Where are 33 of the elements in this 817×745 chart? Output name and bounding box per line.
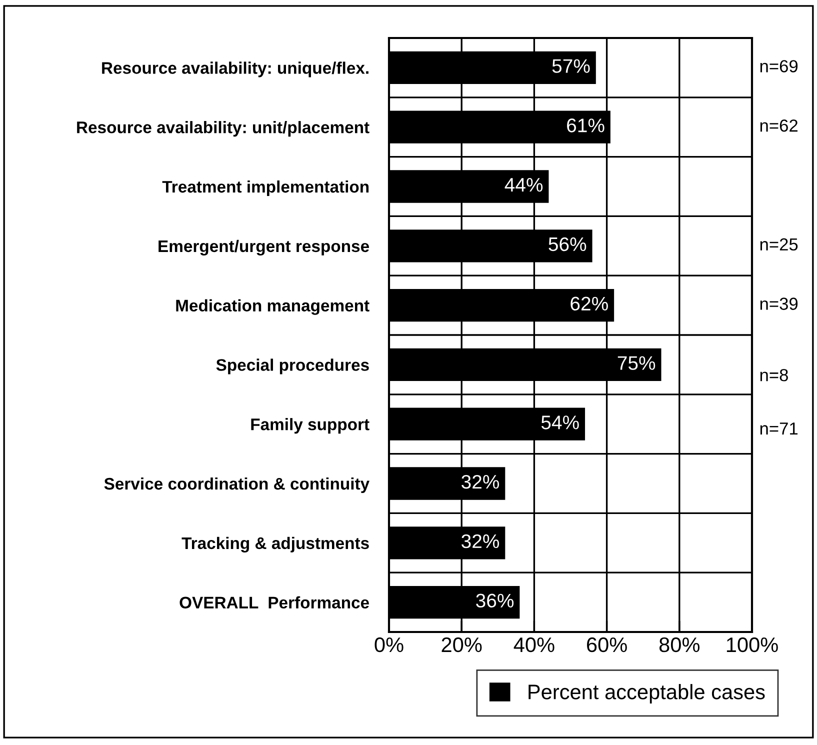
x-tick-label: 20% <box>442 637 482 652</box>
y-tick-label: Special procedures <box>216 358 369 374</box>
y-tick-label: Family support <box>251 418 370 434</box>
x-tick-label: 100% <box>726 637 778 652</box>
data-label: 32% <box>462 534 500 548</box>
data-label: 32% <box>462 474 500 489</box>
y-tick-label: Medication management <box>176 299 370 315</box>
data-label: 57% <box>552 59 590 73</box>
data-label: 62% <box>570 296 608 311</box>
data-label: 61% <box>567 118 604 132</box>
text: n=69 <box>760 60 798 72</box>
y-tick-label: OVERALL Performance <box>180 596 369 609</box>
data-label: 54% <box>541 416 579 430</box>
x-tick-label: 40% <box>514 637 554 652</box>
y-tick-label: Service coordination & continuity <box>104 477 370 493</box>
text: n=39 <box>760 298 798 310</box>
x-tick-label: 60% <box>587 637 627 652</box>
data-label: 44% <box>504 178 543 192</box>
data-label: 36% <box>476 594 514 608</box>
text: n=25 <box>760 238 798 251</box>
x-tick-label: 0% <box>374 637 404 652</box>
legend-label: Percent acceptable cases <box>528 684 765 704</box>
x-tick-label: 80% <box>659 637 700 652</box>
data-label: 75% <box>618 356 656 370</box>
y-tick-label: Tracking & adjustments <box>182 536 369 552</box>
y-tick-label: Resource availability: unit/placement <box>77 121 370 137</box>
y-tick-label: Emergent/urgent response <box>158 240 369 256</box>
y-tick-label: Treatment implementation <box>162 180 369 196</box>
data-label: 56% <box>548 237 586 252</box>
text: n=71 <box>760 422 798 435</box>
text: n=62 <box>760 119 798 132</box>
text: n=8 <box>760 368 788 382</box>
y-tick-label: Resource availability: unique/flex. <box>102 62 368 78</box>
